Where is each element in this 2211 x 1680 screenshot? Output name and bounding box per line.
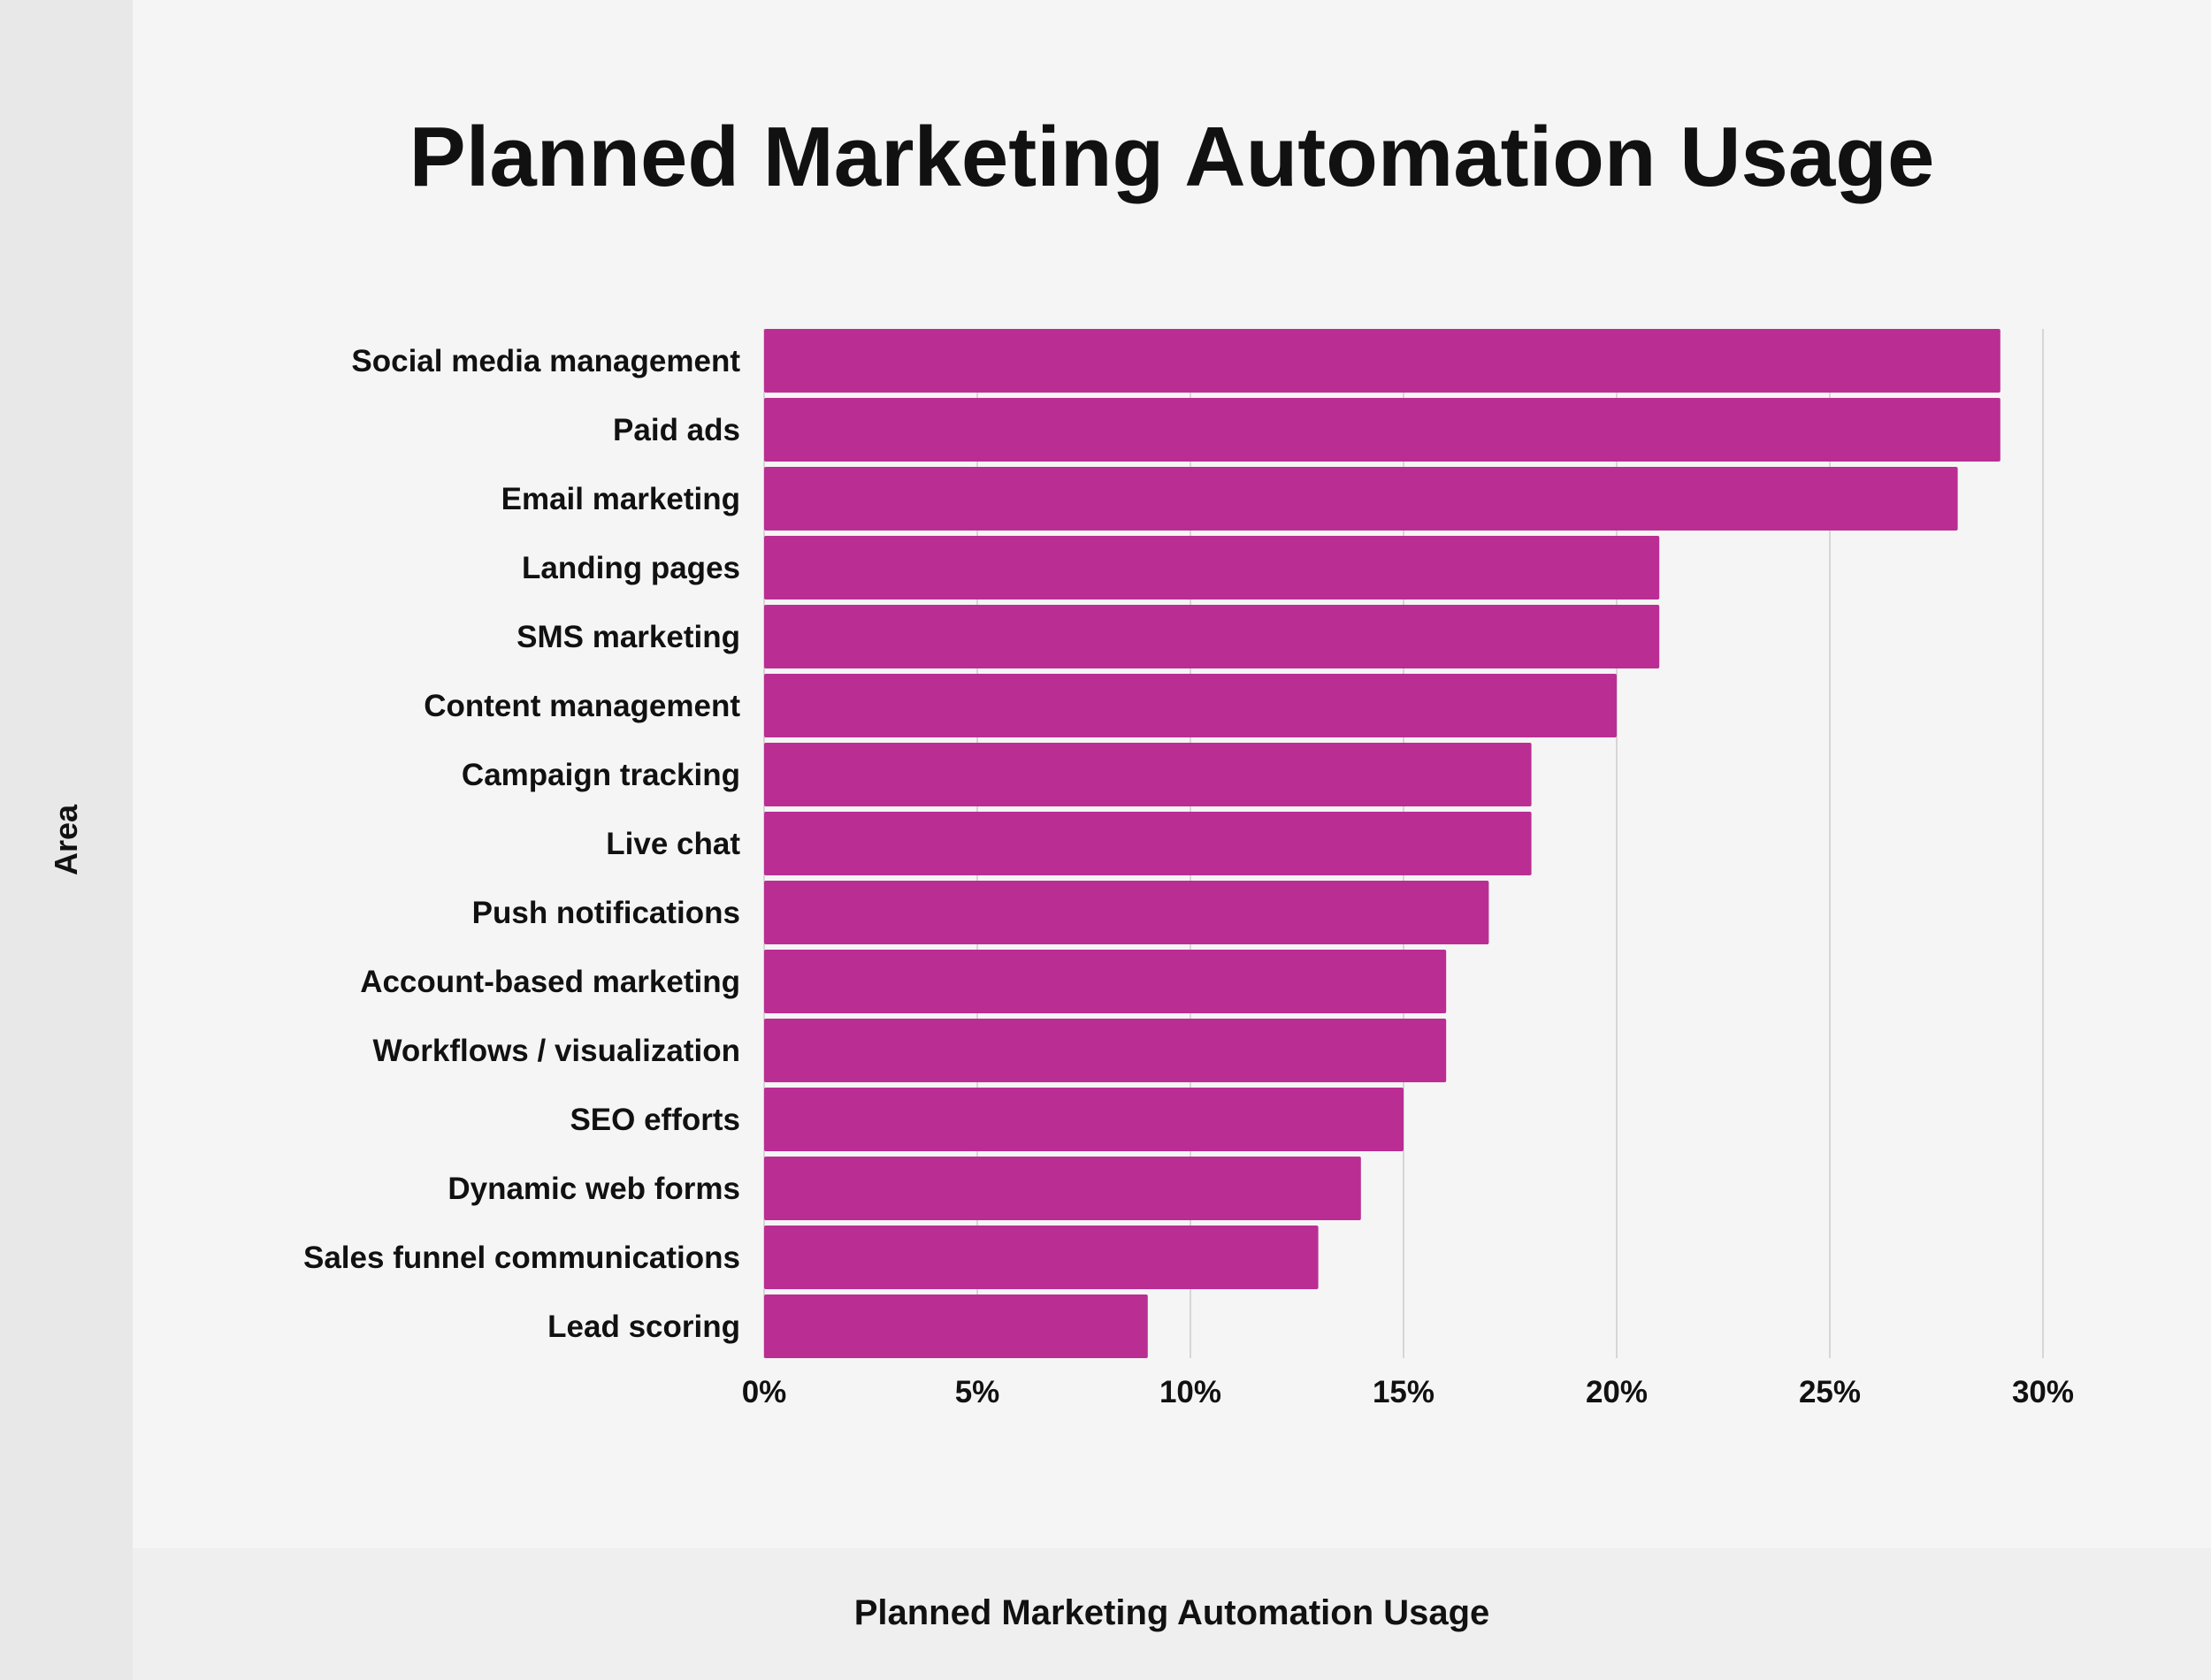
bar [764,743,1532,806]
x-tick-label: 25% [1799,1375,1861,1409]
bar [764,1019,1447,1082]
bar [764,1294,1148,1358]
x-axis-band [133,1548,2211,1680]
chart-title: Planned Marketing Automation Usage [409,110,1935,204]
category-label: Campaign tracking [462,758,740,792]
bar [764,1088,1404,1151]
category-label: Paid ads [613,413,740,447]
category-label: Email marketing [501,482,740,516]
category-label: Live chat [606,827,740,861]
category-label: Sales funnel communications [303,1241,740,1275]
category-label: Content management [424,689,740,723]
bar [764,1157,1361,1220]
x-tick-label: 5% [955,1375,1000,1409]
category-label: SMS marketing [516,620,740,654]
category-label: Landing pages [522,551,740,585]
x-tick-label: 0% [742,1375,787,1409]
category-label: Push notifications [472,896,740,930]
category-label: Social media management [351,344,740,378]
category-label: Dynamic web forms [448,1172,740,1206]
x-axis-title: Planned Marketing Automation Usage [853,1593,1490,1632]
category-label: Workflows / visualization [372,1034,740,1068]
bar [764,1226,1319,1289]
bar [764,674,1617,737]
category-label: Account-based marketing [360,965,740,999]
x-tick-label: 10% [1159,1375,1221,1409]
bar [764,881,1489,944]
bar [764,329,2001,393]
bar [764,812,1532,875]
x-tick-label: 30% [2012,1375,2074,1409]
x-tick-label: 20% [1586,1375,1648,1409]
bar [764,605,1660,668]
x-tick-label: 15% [1373,1375,1434,1409]
bar [764,467,1958,531]
bar [764,950,1447,1013]
bar [764,536,1660,599]
category-label: Lead scoring [547,1310,740,1344]
left-panel [0,0,133,1680]
bar [764,398,2001,462]
category-label: SEO efforts [570,1103,740,1137]
